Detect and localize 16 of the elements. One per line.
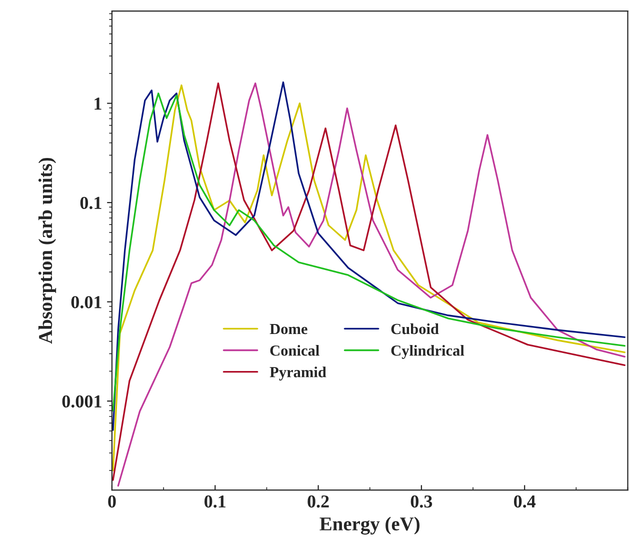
legend-label: Pyramid: [270, 366, 326, 380]
x-tick-label: 0.2: [308, 495, 329, 508]
x-axis-title: Energy (eV): [320, 516, 420, 535]
x-tick-label: 0.4: [514, 495, 536, 508]
legend-label: Dome: [270, 324, 308, 334]
x-tick-label: 0: [108, 495, 116, 508]
legend-label: Cuboid: [391, 323, 439, 334]
x-tick-label: 0.3: [410, 495, 432, 508]
x-tick-label: 0.1: [204, 495, 226, 508]
legend-label: Conical: [270, 344, 320, 356]
y-axis-title: Absorption (arb units): [38, 158, 56, 344]
legend-label: Cylindrical: [391, 344, 464, 359]
y-tick-label: 1: [94, 98, 102, 110]
y-tick-label: 0.01: [71, 296, 102, 308]
y-tick-label: 0.001: [62, 395, 102, 408]
y-tick-label: 0.1: [80, 196, 102, 210]
